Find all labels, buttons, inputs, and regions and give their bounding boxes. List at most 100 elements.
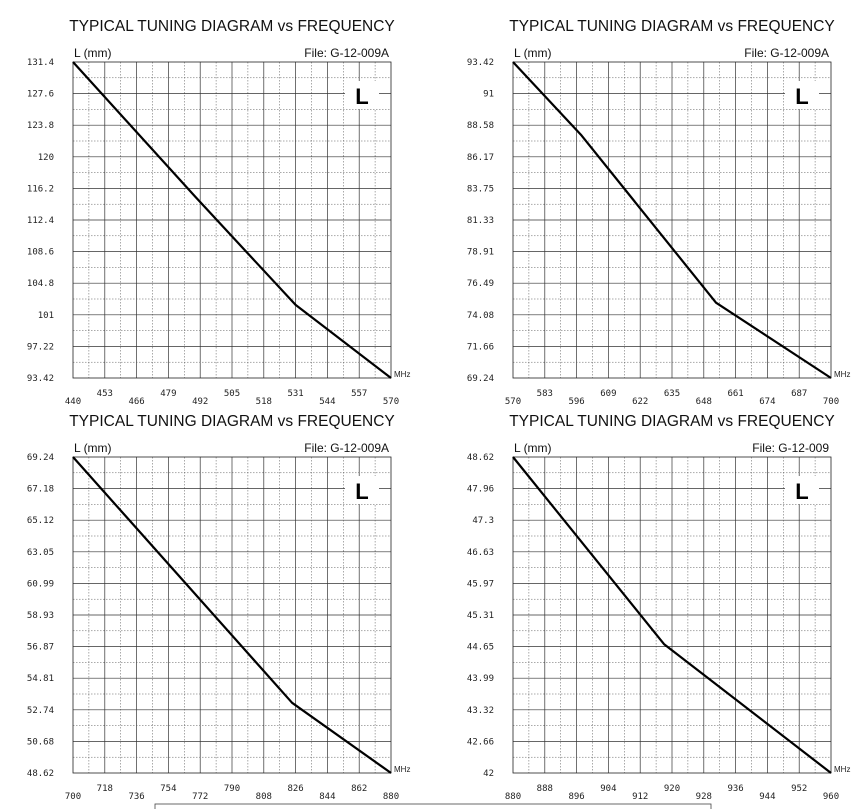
y-tick-label: 43.32: [467, 706, 494, 716]
x-tick-label: 492: [192, 397, 208, 407]
chart-panel-1: TYPICAL TUNING DIAGRAM vs FREQUENCY L (mm…: [27, 18, 411, 407]
x-tick-label: 453: [97, 389, 113, 399]
x-tick-label: 596: [568, 397, 584, 407]
y-tick-label: 120: [38, 153, 54, 163]
x-tick-label: 622: [632, 397, 648, 407]
x-axis-unit-label: MHz: [834, 370, 850, 379]
y-tick-label: 60.99: [27, 579, 54, 589]
file-reference: File: G-12-009A: [304, 441, 389, 455]
y-axis-unit-label: L (mm): [514, 441, 552, 455]
x-tick-label: 544: [319, 397, 335, 407]
y-tick-label: 47.3: [472, 516, 494, 526]
badge-backdrop: [345, 476, 379, 504]
y-axis-unit-label: L (mm): [74, 441, 112, 455]
x-tick-label: 790: [224, 784, 240, 794]
file-reference: File: G-12-009A: [304, 46, 389, 60]
inductance-badge: L: [355, 479, 368, 504]
y-tick-label: 91: [483, 90, 494, 100]
y-tick-label: 93.42: [467, 58, 494, 68]
y-tick-label: 76.49: [467, 279, 494, 289]
chart-panel-4: TYPICAL TUNING DIAGRAM vs FREQUENCY L (mm…: [467, 413, 851, 802]
tuning-curve-line: [72, 456, 392, 774]
x-tick-label: 531: [287, 389, 303, 399]
x-tick-label: 912: [632, 792, 648, 802]
x-tick-label: 944: [759, 792, 775, 802]
y-tick-label: 112.4: [27, 216, 54, 226]
y-tick-label: 50.68: [27, 737, 54, 747]
y-tick-label: 78.91: [467, 248, 494, 258]
y-tick-label: 48.62: [27, 769, 54, 779]
x-tick-label: 570: [505, 397, 521, 407]
x-tick-label: 888: [537, 784, 553, 794]
chart-panel-3: TYPICAL TUNING DIAGRAM vs FREQUENCY L (mm…: [27, 413, 411, 802]
x-tick-label: 609: [600, 389, 616, 399]
x-tick-label: 928: [696, 792, 712, 802]
y-tick-label: 83.75: [467, 184, 494, 194]
x-tick-label: 661: [727, 389, 743, 399]
y-tick-label: 65.12: [27, 516, 54, 526]
y-tick-label: 48.62: [467, 453, 494, 463]
x-tick-label: 466: [128, 397, 144, 407]
x-tick-label: 880: [505, 792, 521, 802]
x-tick-label: 920: [664, 784, 680, 794]
y-tick-label: 54.81: [27, 674, 54, 684]
y-tick-label: 88.58: [467, 121, 494, 131]
x-tick-label: 896: [568, 792, 584, 802]
x-tick-label: 557: [351, 389, 367, 399]
y-tick-label: 127.6: [27, 90, 54, 100]
y-axis-unit-label: L (mm): [514, 46, 552, 60]
unit-label-backdrop: [514, 46, 570, 60]
y-tick-label: 69.24: [27, 453, 54, 463]
badge-backdrop: [785, 476, 819, 504]
x-tick-label: 826: [287, 784, 303, 794]
x-tick-label: 635: [664, 389, 680, 399]
x-tick-label: 772: [192, 792, 208, 802]
chart-title: TYPICAL TUNING DIAGRAM vs FREQUENCY: [509, 18, 835, 35]
y-tick-label: 74.08: [467, 311, 494, 321]
unit-label-backdrop: [514, 441, 570, 455]
y-tick-label: 46.63: [467, 548, 494, 558]
x-tick-label: 880: [383, 792, 399, 802]
unit-label-backdrop: [74, 46, 130, 60]
y-tick-label: 71.66: [467, 342, 494, 352]
y-tick-label: 101: [38, 311, 54, 321]
y-tick-label: 131.4: [27, 58, 54, 68]
x-tick-label: 952: [791, 784, 807, 794]
y-tick-label: 58.93: [27, 611, 54, 621]
x-tick-label: 674: [759, 397, 775, 407]
x-tick-label: 570: [383, 397, 399, 407]
x-tick-label: 936: [727, 784, 743, 794]
y-tick-label: 93.42: [27, 374, 54, 384]
x-tick-label: 440: [65, 397, 81, 407]
x-tick-label: 844: [319, 792, 335, 802]
y-tick-label: 108.6: [27, 248, 54, 258]
x-tick-label: 518: [256, 397, 272, 407]
x-tick-label: 479: [160, 389, 176, 399]
inductance-badge: L: [795, 84, 808, 109]
plot-frame: [72, 61, 392, 379]
tuning-curve-line: [512, 456, 832, 774]
inductance-badge: L: [355, 84, 368, 109]
y-tick-label: 43.99: [467, 674, 494, 684]
y-tick-label: 42.66: [467, 737, 494, 747]
plot-frame: [512, 456, 832, 774]
y-axis-unit-label: L (mm): [74, 46, 112, 60]
y-tick-label: 44.65: [467, 643, 494, 653]
y-tick-label: 42: [483, 769, 494, 779]
x-tick-label: 700: [65, 792, 81, 802]
x-tick-label: 808: [256, 792, 272, 802]
inductance-badge: L: [795, 479, 808, 504]
y-tick-label: 69.24: [467, 374, 494, 384]
x-tick-label: 754: [160, 784, 176, 794]
x-tick-label: 505: [224, 389, 240, 399]
plot-frame: [512, 61, 832, 379]
x-axis-unit-label: MHz: [394, 765, 410, 774]
y-tick-label: 116.2: [27, 184, 54, 194]
tuning-curve-line: [72, 61, 392, 379]
chart-title: TYPICAL TUNING DIAGRAM vs FREQUENCY: [69, 18, 395, 35]
y-tick-label: 56.87: [27, 643, 54, 653]
y-tick-label: 104.8: [27, 279, 54, 289]
x-tick-label: 960: [823, 792, 839, 802]
file-reference: File: G-12-009: [752, 441, 829, 455]
